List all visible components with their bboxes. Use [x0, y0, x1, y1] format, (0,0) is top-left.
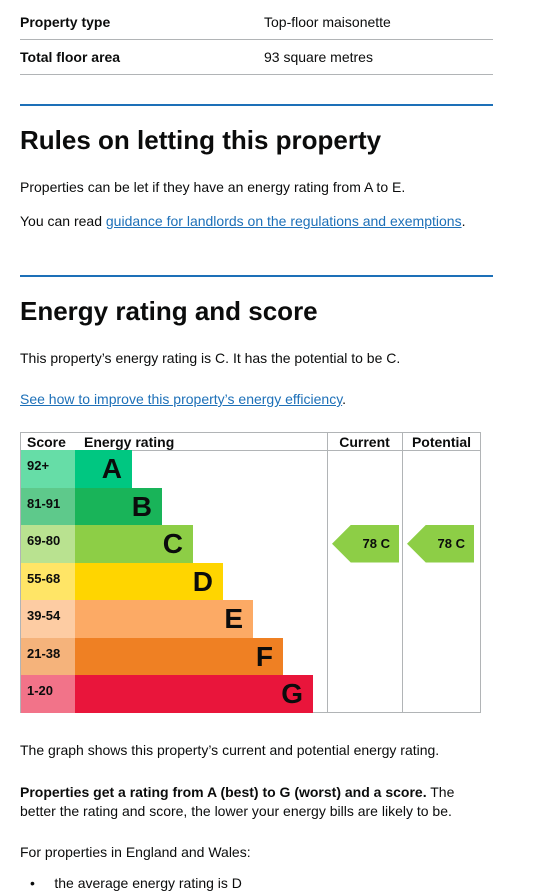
text: . — [342, 391, 347, 407]
score-cell: 21-38 — [21, 637, 75, 675]
text: The better the rating and score, the low… — [20, 784, 455, 819]
heading: Energy rating and score — [20, 296, 318, 326]
section-rule — [20, 104, 493, 106]
band-bar: A — [75, 450, 132, 488]
row-value: 93 square metres — [264, 49, 373, 65]
link[interactable]: guidance for landlords on the regulation… — [105, 213, 462, 229]
score-cell: 39-54 — [21, 600, 75, 638]
band-bar: F — [75, 637, 283, 675]
paragraph: For properties in England and Wales: — [20, 844, 251, 860]
paragraph: You can read guidance for landlords on t… — [20, 213, 465, 229]
header: Potential — [411, 434, 472, 450]
score-cell: 1-20 — [21, 675, 75, 713]
paragraph: Properties get a rating from A (best) to… — [20, 783, 490, 821]
header: Score — [27, 434, 66, 450]
divider — [327, 433, 328, 712]
row-label: Total floor area — [20, 49, 121, 65]
bold-text: Properties get a rating from A (best) to… — [20, 784, 427, 800]
rating-arrow: 78 C — [407, 525, 474, 563]
divider — [20, 74, 493, 75]
score-cell: 55-68 — [21, 562, 75, 600]
band-bar: C — [75, 525, 193, 563]
text: . — [461, 213, 466, 229]
paragraph: This property’s energy rating is C. It h… — [20, 350, 401, 366]
link[interactable]: See how to improve this property’s energ… — [20, 391, 343, 407]
band-bar: B — [75, 487, 162, 525]
paragraph: See how to improve this property’s energ… — [20, 391, 346, 407]
row-label: Property type — [20, 14, 111, 30]
band-bar: D — [75, 562, 223, 600]
paragraph: The graph shows this property’s current … — [20, 742, 440, 758]
score-cell: 69-80 — [21, 525, 75, 563]
header: Energy rating — [84, 434, 175, 450]
paragraph: Properties can be let if they have an en… — [20, 179, 406, 195]
rating-arrow: 78 C — [332, 525, 399, 563]
heading: Rules on letting this property — [20, 125, 382, 155]
energy-graph: Score Energy rating Current Potential 92+ A 81… — [20, 432, 481, 713]
row-value: Top-floor maisonette — [264, 14, 391, 30]
divider — [402, 433, 403, 712]
text: the average energy rating is D — [54, 875, 242, 891]
divider — [21, 450, 480, 451]
bullet: • the average energy rating is D — [30, 875, 242, 891]
divider — [20, 39, 493, 40]
text: You can read — [20, 213, 106, 229]
score-cell: 81-91 — [21, 487, 75, 525]
header: Current — [339, 434, 390, 450]
section-rule — [20, 275, 493, 277]
band-bar: E — [75, 600, 253, 638]
band-bar: G — [75, 675, 313, 713]
score-cell: 92+ — [21, 450, 75, 488]
